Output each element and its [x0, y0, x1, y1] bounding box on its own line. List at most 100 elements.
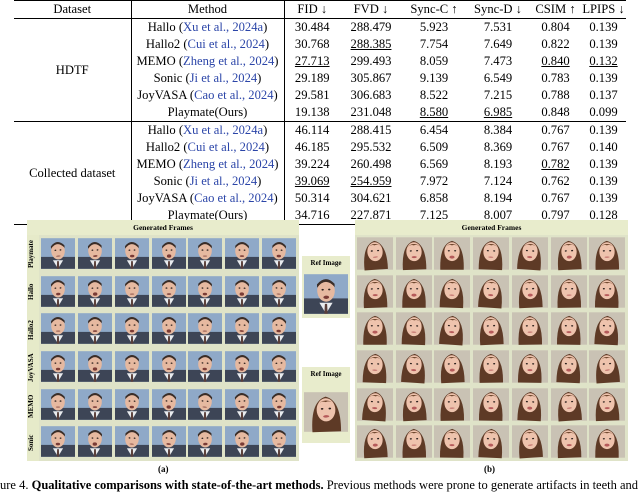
sync-c-cell: 8.580 — [419, 105, 449, 119]
fid-cell: 30.768 — [294, 37, 330, 51]
lpips-cell: 0.128 — [589, 208, 618, 222]
generated-frame-b — [511, 274, 549, 310]
generated-frame-a — [41, 236, 76, 272]
panel-a-row-labels: Playmate Hallo Hallo2 JoyVASA MEMO Sonic — [27, 235, 39, 461]
citation-link[interactable]: Ji et al., 2024 — [189, 174, 258, 188]
generated-frame-b — [357, 349, 394, 385]
csim-cell: 0.804 — [541, 20, 570, 34]
generated-frame-a — [225, 274, 260, 310]
citation-link[interactable]: Zheng et al., 2024 — [183, 157, 275, 171]
generated-frame-b — [589, 236, 626, 272]
generated-frame-a — [262, 274, 297, 310]
generated-frame-b — [550, 236, 588, 272]
generated-frame-b — [434, 349, 471, 385]
lpips-cell: 0.139 — [589, 174, 618, 188]
generated-frame-b — [589, 424, 626, 460]
csim-cell: 0.767 — [541, 140, 570, 154]
ref-image-a-photo — [304, 271, 348, 317]
generated-frame-a — [188, 387, 223, 423]
fvd-cell: 288.415 — [350, 123, 392, 137]
fvd-cell: 288.385 — [350, 37, 392, 51]
method-cell: Hallo (Xu et al., 2024a) — [131, 18, 285, 36]
header-fid: FID ↓ — [297, 2, 328, 16]
citation-link[interactable]: Zheng et al., 2024 — [183, 54, 275, 68]
citation-link[interactable]: Cao et al., 2024 — [194, 88, 274, 102]
fid-cell: 46.114 — [295, 123, 330, 137]
lpips-cell: 0.139 — [589, 191, 618, 205]
fvd-cell: 288.479 — [350, 20, 392, 34]
citation-link[interactable]: Xu et al., 2024a — [183, 20, 264, 34]
sync-c-cell: 7.972 — [419, 174, 449, 188]
sync-d-cell: 8.369 — [483, 140, 513, 154]
generated-frame-b — [511, 424, 549, 460]
panel-b: Generated Frames — [355, 220, 628, 461]
table-row: JoyVASA (Cao et al., 2024) 29.581 306.68… — [14, 87, 626, 104]
generated-frame-a — [151, 311, 187, 347]
citation-link[interactable]: Cui et al., 2024 — [187, 37, 265, 51]
row-label-hallo2: Hallo2 — [27, 320, 35, 340]
generated-frame-b — [550, 274, 588, 310]
row-label-playmate: Playmate — [27, 240, 35, 268]
generated-frame-a — [188, 349, 223, 385]
sync-d-cell: 8.193 — [483, 157, 513, 171]
generated-frame-a — [114, 387, 150, 423]
csim-cell: 0.848 — [541, 105, 570, 119]
generated-frame-b — [550, 311, 588, 347]
citation-link[interactable]: Xu et al., 2024a — [183, 123, 264, 137]
ref-image-b-photo — [304, 382, 348, 442]
sync-d-cell: 7.473 — [483, 54, 513, 68]
generated-frame-a — [262, 311, 297, 347]
sublabel-a: (a) — [158, 464, 169, 474]
sync-c-cell: 8.059 — [419, 54, 449, 68]
fvd-cell: 304.621 — [350, 191, 392, 205]
generated-frame-b — [511, 311, 549, 347]
sync-d-cell: 8.384 — [483, 123, 513, 137]
generated-frame-b — [357, 274, 394, 310]
method-cell: Hallo (Xu et al., 2024a) — [131, 121, 285, 139]
sublabel-b: (b) — [484, 464, 495, 474]
table-header-row: Dataset Method FID ↓ FVD ↓ Sync-C ↑ Sync… — [14, 0, 626, 19]
generated-frame-a — [262, 424, 297, 460]
citation-link[interactable]: Ji et al., 2024 — [189, 71, 258, 85]
dataset-label-collected: Collected dataset — [14, 121, 132, 225]
table-row: Collected dataset Hallo (Xu et al., 2024… — [14, 121, 626, 225]
fid-cell: 39.069 — [294, 174, 330, 188]
fvd-cell: 299.493 — [350, 54, 392, 68]
generated-frame-b — [473, 424, 510, 460]
generated-frame-a — [151, 349, 187, 385]
sync-c-cell: 7.125 — [419, 208, 449, 222]
fvd-cell: 260.498 — [350, 157, 392, 171]
generated-frame-a — [225, 349, 260, 385]
method-cell: Sonic (Ji et al., 2024) — [131, 173, 285, 190]
csim-cell: 0.797 — [541, 208, 570, 222]
generated-frame-b — [357, 236, 394, 272]
generated-frame-a — [188, 236, 223, 272]
generated-frame-a — [151, 424, 187, 460]
generated-frame-b — [434, 274, 471, 310]
panel-a-title: Generated Frames — [27, 220, 299, 235]
csim-cell: 0.782 — [541, 157, 570, 171]
fid-cell: 34.716 — [294, 208, 330, 222]
generated-frame-a — [114, 274, 150, 310]
method-cell: JoyVASA (Cao et al., 2024) — [131, 190, 285, 207]
panel-a: Generated Frames Playmate Hallo Hallo2 J… — [27, 220, 299, 461]
generated-frame-a — [41, 274, 76, 310]
table-row: HDTF Hallo (Xu et al., 2024a) 30.484 288… — [14, 18, 626, 122]
generated-frame-b — [589, 387, 626, 423]
citation-link[interactable]: Cao et al., 2024 — [194, 191, 274, 205]
header-fvd: FVD ↓ — [353, 2, 389, 16]
generated-frame-a — [114, 349, 150, 385]
lpips-cell: 0.099 — [589, 105, 618, 119]
row-label-joyvasa: JoyVASA — [27, 353, 35, 383]
sync-c-cell: 6.569 — [419, 157, 449, 171]
generated-frame-a — [77, 387, 113, 423]
citation-link[interactable]: Cui et al., 2024 — [187, 140, 265, 154]
csim-cell: 0.822 — [541, 37, 570, 51]
generated-frame-a — [114, 311, 150, 347]
generated-frame-b — [395, 424, 433, 460]
generated-frame-a — [77, 424, 113, 460]
lpips-cell: 0.139 — [589, 37, 618, 51]
fvd-cell: 231.048 — [350, 105, 392, 119]
dataset-label-hdtf: HDTF — [14, 18, 132, 122]
sync-c-cell: 9.139 — [419, 71, 449, 85]
